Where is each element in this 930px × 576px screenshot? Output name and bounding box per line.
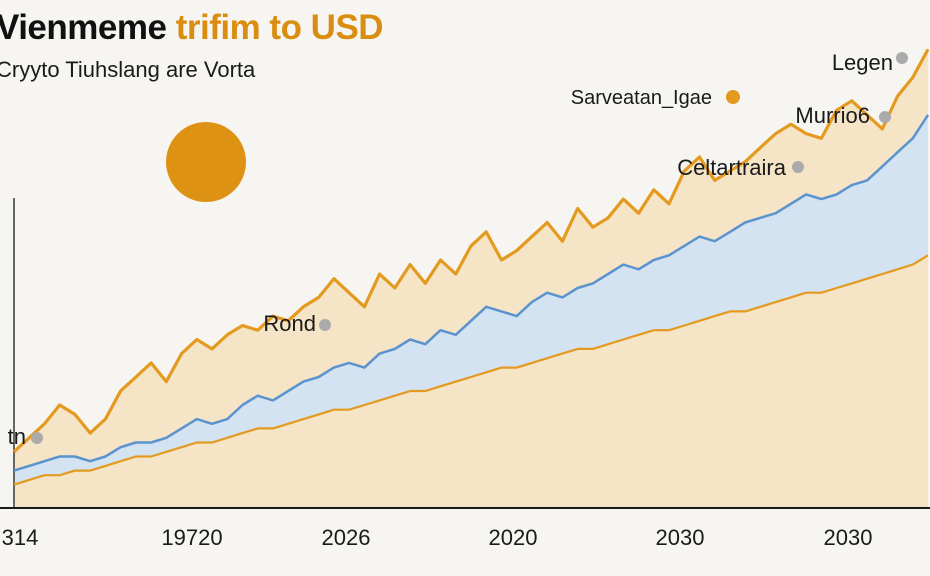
annotation-label: Rond bbox=[263, 311, 316, 336]
x-tick-label: 2030 bbox=[824, 525, 873, 550]
legend-marker bbox=[726, 90, 740, 104]
annotation-label: tn bbox=[8, 424, 26, 449]
annotation-marker bbox=[792, 161, 804, 173]
annotation-label: Celtartraira bbox=[677, 155, 787, 180]
x-tick-label: 19720 bbox=[161, 525, 222, 550]
legend-label: Sarveatan_Igae bbox=[571, 87, 712, 109]
title-main: Vienmeme bbox=[0, 8, 176, 47]
series-line-middle bbox=[13, 114, 930, 472]
x-tick-label: 2026 bbox=[322, 525, 371, 550]
annotation-label: Murrio6 bbox=[795, 103, 870, 128]
series-line-bottom bbox=[13, 254, 929, 486]
annotation-marker bbox=[319, 319, 331, 331]
annotation-marker bbox=[879, 111, 891, 123]
series-line-top bbox=[12, 48, 930, 453]
x-tick-label: 314 bbox=[2, 525, 39, 550]
decorative-circle bbox=[166, 122, 246, 202]
x-tick-label: 2020 bbox=[489, 525, 538, 550]
area-bottom-band bbox=[14, 255, 928, 508]
title-accent: trifim to USD bbox=[175, 8, 384, 47]
chart-title: Vienmeme trifim to USD bbox=[0, 8, 384, 48]
annotation-label: Legen bbox=[832, 50, 893, 75]
annotation-marker bbox=[896, 52, 908, 64]
chart-subtitle: Cryyto Tiuhslang are Vorta bbox=[0, 57, 256, 82]
x-tick-label: 2030 bbox=[656, 525, 705, 550]
annotation-marker bbox=[31, 432, 43, 444]
area-middle-band bbox=[14, 114, 928, 485]
area-top-band bbox=[14, 49, 928, 471]
